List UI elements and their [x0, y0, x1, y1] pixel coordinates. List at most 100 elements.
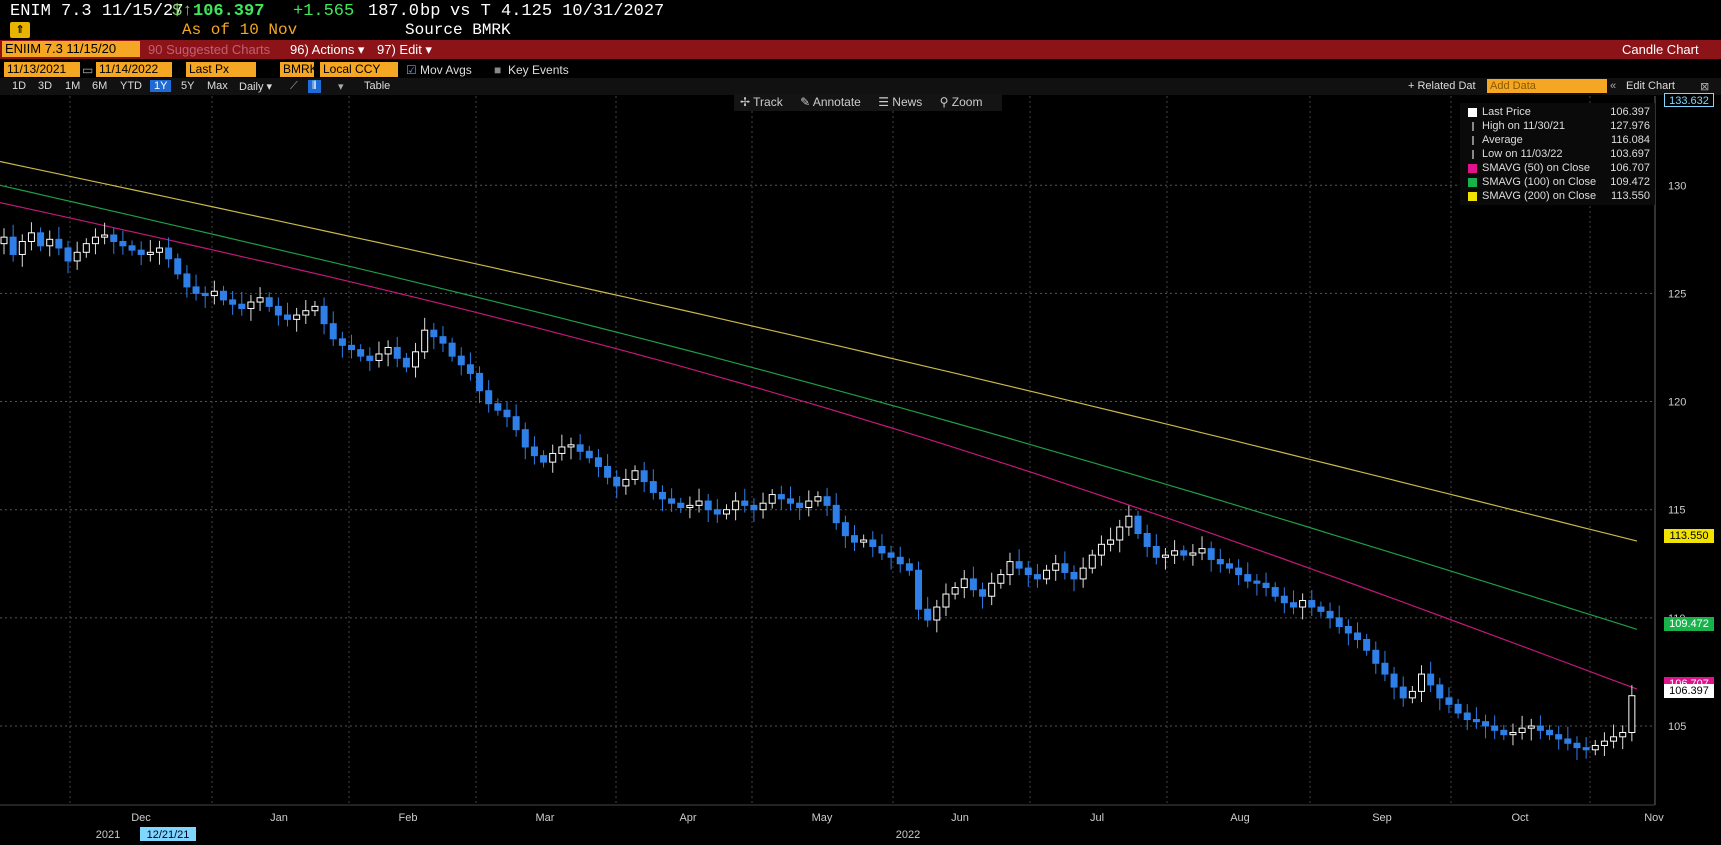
candle-body — [1289, 602, 1297, 608]
table-button[interactable]: Table — [364, 80, 391, 92]
price-chart[interactable]: 105110115120125130 DecJanFebMarAprMayJun… — [0, 96, 1721, 845]
candle-body — [942, 593, 950, 608]
period-ytd[interactable]: YTD — [120, 80, 142, 92]
end-date-field[interactable]: 11/14/2022 — [96, 62, 172, 77]
sma200-badge: 113.550 — [1664, 529, 1714, 543]
candle-body — [622, 478, 630, 487]
candle-body — [613, 476, 621, 487]
candle-body — [201, 292, 209, 297]
candle-body — [1161, 554, 1169, 558]
candle-body — [1372, 649, 1380, 664]
candlesticks — [0, 222, 1636, 760]
candle-body — [402, 357, 410, 368]
candle-body — [759, 502, 767, 511]
period-max[interactable]: Max — [207, 80, 228, 92]
alert-icon[interactable]: ⇑ — [10, 22, 30, 38]
period-1d[interactable]: 1D — [12, 80, 27, 92]
legend-row[interactable]: SMAVG (50) on Close 106.707 — [1464, 162, 1654, 176]
axis-max-badge: 133.632 — [1664, 93, 1714, 107]
ticker-input[interactable]: ENIIM 7.3 11/15/20 — [2, 41, 140, 57]
cursor-date-label: 12/21/21 — [147, 829, 190, 841]
field-select[interactable]: Last Px — [186, 62, 256, 77]
candle-body — [1555, 734, 1563, 740]
legend-row[interactable]: Last Price 106.397 — [1464, 106, 1654, 120]
more-icon[interactable]: ▾ — [338, 81, 344, 93]
period-5y[interactable]: 5Y — [181, 80, 195, 92]
legend-row[interactable]: Average 116.084 — [1464, 134, 1654, 148]
add-data-input[interactable]: Add Data — [1487, 79, 1607, 93]
legend-row[interactable]: SMAVG (100) on Close 109.472 — [1464, 176, 1654, 190]
candle-body — [979, 589, 987, 597]
period-3d[interactable]: 3D — [38, 80, 53, 92]
news-tool[interactable]: ☰ News — [878, 95, 923, 109]
mov-avgs-label[interactable]: Mov Avgs — [420, 63, 472, 77]
key-events-checkbox[interactable]: ■ — [494, 63, 502, 77]
candle-body — [777, 494, 785, 500]
period-1m[interactable]: 1M — [65, 80, 81, 92]
actions-menu[interactable]: 96) Actions ▾ — [290, 42, 365, 57]
candle-body — [1317, 606, 1325, 612]
legend-label: SMAVG (200) on Close — [1482, 190, 1597, 202]
candle-body — [750, 504, 758, 511]
legend-value: 106.707 — [1610, 162, 1650, 174]
track-tool[interactable]: ✢ Track — [740, 95, 783, 109]
mov-avgs-checkbox[interactable]: ☑ — [406, 63, 417, 77]
legend-row[interactable]: Low on 11/03/22 103.697 — [1464, 148, 1654, 162]
candle-body — [1619, 731, 1627, 738]
candle-body — [1207, 548, 1215, 560]
legend-row[interactable]: SMAVG (200) on Close 113.550 — [1464, 190, 1654, 204]
cursor-date-badge — [140, 827, 196, 841]
x-month-label: Mar — [536, 812, 555, 824]
key-events-label[interactable]: Key Events — [508, 63, 569, 77]
candle-body — [640, 470, 648, 483]
x-month-label: Feb — [399, 812, 418, 824]
candle-body — [805, 500, 813, 509]
candle-body — [1134, 515, 1142, 534]
legend-label: Low on 11/03/22 — [1482, 148, 1563, 160]
candle-body — [91, 236, 99, 245]
expand-icon[interactable]: « — [1610, 80, 1617, 92]
candle-body — [37, 232, 45, 247]
start-date-field[interactable]: 11/13/2021 — [4, 62, 80, 77]
candle-body — [55, 238, 63, 249]
source-select[interactable]: BMRK — [280, 62, 314, 77]
legend-swatch — [1472, 122, 1474, 131]
legend-label: SMAVG (100) on Close — [1482, 176, 1597, 188]
suggested-charts-button[interactable]: 90 Suggested Charts — [148, 42, 271, 57]
chart-legend: Last Price 106.397 High on 11/30/21 127.976… — [1460, 103, 1655, 205]
candle-body — [174, 258, 182, 275]
x-month-label: Apr — [679, 812, 696, 824]
candle-chart-icon[interactable]: ⫴ — [308, 80, 321, 93]
annotate-tool[interactable]: ✎ Annotate — [800, 95, 861, 109]
candle-body — [686, 504, 694, 509]
candle-body — [823, 496, 831, 506]
edit-menu[interactable]: 97) Edit ▾ — [377, 42, 432, 57]
candle-body — [448, 342, 456, 357]
candle-body — [366, 355, 374, 361]
x-month-label: Oct — [1511, 812, 1528, 824]
currency-select[interactable]: Local CCY — [320, 62, 398, 77]
candle-body — [1335, 617, 1343, 628]
legend-row[interactable]: High on 11/30/21 127.976 — [1464, 120, 1654, 134]
period-1y[interactable]: 1Y — [150, 80, 172, 92]
zoom-tool[interactable]: ⚲ Zoom — [939, 95, 983, 109]
candle-body — [896, 556, 904, 565]
candle-body — [293, 314, 301, 320]
candle-body — [951, 587, 959, 595]
candle-body — [933, 606, 941, 621]
candle-body — [1143, 532, 1151, 547]
edit-chart-button[interactable]: Edit Chart — [1626, 80, 1675, 92]
legend-label: High on 11/30/21 — [1482, 120, 1565, 132]
close-icon[interactable]: ⊠ — [1700, 81, 1710, 93]
candle-body — [1582, 747, 1590, 751]
period-6m[interactable]: 6M — [92, 80, 108, 92]
line-chart-icon[interactable]: ⟋ — [290, 80, 298, 92]
candle-body — [466, 364, 474, 374]
related-data-button[interactable]: + Related Dat — [1408, 80, 1476, 92]
sma200-line — [0, 160, 1638, 542]
candle-body — [155, 247, 163, 253]
candle-body — [1418, 673, 1426, 692]
frequency-select[interactable]: Daily ▾ — [239, 81, 273, 93]
candle-body — [1006, 561, 1014, 576]
candle-body — [1033, 574, 1041, 580]
